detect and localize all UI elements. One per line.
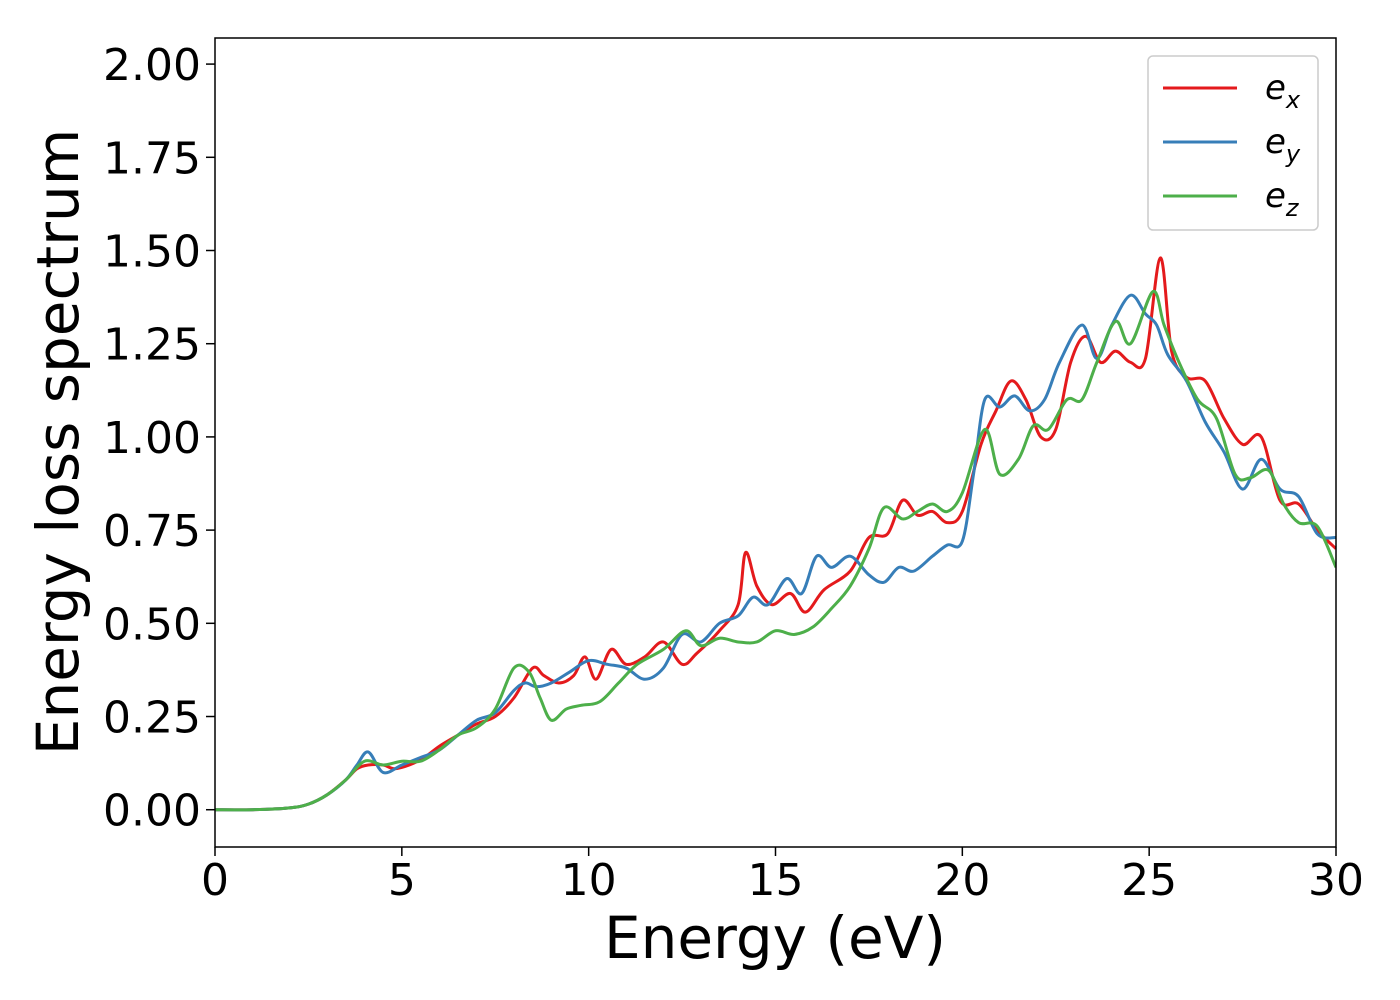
y-tick-label: 0.50	[103, 599, 201, 650]
y-tick-label: 1.50	[103, 227, 201, 278]
y-tick-label: 1.25	[103, 320, 201, 371]
y-axis-label: Energy loss spectrum	[24, 129, 92, 755]
series-layer	[215, 256, 1336, 812]
legend-name: e	[1265, 68, 1286, 108]
x-tick-label: 0	[201, 855, 229, 906]
y-tick-label: 0.25	[103, 693, 201, 744]
x-tick-label: 5	[388, 855, 416, 906]
legend-subscript: z	[1285, 194, 1300, 222]
x-tick-label: 25	[1121, 855, 1177, 906]
legend-label-ey: ey	[1265, 122, 1301, 168]
y-tick-label: 0.75	[103, 506, 201, 557]
x-tick-label: 20	[934, 855, 990, 906]
y-tick-label: 1.00	[103, 413, 201, 464]
legend-subscript: y	[1285, 140, 1301, 168]
y-tick-label: 0.00	[103, 786, 201, 837]
x-axis: 0 5 10 15 20 25 30	[201, 847, 1364, 906]
legend-label-ez: ez	[1265, 176, 1300, 222]
x-axis-label: Energy (eV)	[604, 904, 946, 972]
y-tick-label: 1.75	[103, 133, 201, 184]
legend-name: e	[1265, 122, 1286, 162]
y-axis: 0.00 0.25 0.50 0.75 1.00 1.25 1.50 1.75 2.00	[103, 40, 215, 837]
legend-subscript: x	[1285, 86, 1301, 114]
y-tick-label: 2.00	[103, 40, 201, 91]
x-tick-label: 15	[748, 855, 804, 906]
series-line-ez	[215, 290, 1336, 812]
legend-label-ex: ex	[1265, 68, 1301, 114]
legend-name: e	[1265, 176, 1286, 216]
x-tick-label: 10	[561, 855, 617, 906]
x-tick-label: 30	[1308, 855, 1364, 906]
